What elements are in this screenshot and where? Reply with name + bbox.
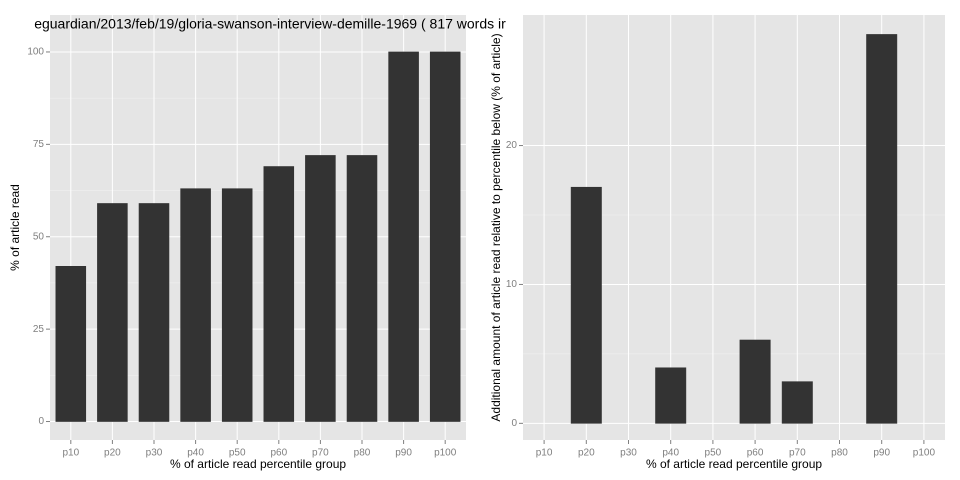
y-tick-label: 50 <box>33 231 45 242</box>
x-tick-label: p20 <box>104 448 121 459</box>
chart-title: eguardian/2013/feb/19/gloria-swanson-int… <box>34 16 506 32</box>
bar <box>346 155 378 422</box>
x-tick-label: p100 <box>913 448 936 459</box>
x-tick-label: p20 <box>578 448 595 459</box>
y-axis-title: % of article read <box>8 184 22 271</box>
x-tick-label: p30 <box>620 448 637 459</box>
x-tick-label: p10 <box>62 448 79 459</box>
y-tick-label: 10 <box>506 279 518 290</box>
x-tick-label: p40 <box>187 448 204 459</box>
y-tick-label: 75 <box>33 139 45 150</box>
bar <box>305 155 336 422</box>
x-tick-label: p80 <box>354 448 371 459</box>
y-tick-label: 20 <box>506 140 518 151</box>
bar <box>570 186 602 424</box>
y-tick-label: 25 <box>33 324 45 335</box>
bar <box>866 34 898 424</box>
x-tick-label: p60 <box>747 448 764 459</box>
bar <box>739 339 771 424</box>
x-axis-title: % of article read percentile group <box>646 457 822 471</box>
x-tick-label: p70 <box>789 448 806 459</box>
bar <box>221 188 253 422</box>
x-tick-label: p70 <box>312 448 329 459</box>
bar <box>388 51 419 422</box>
x-tick-label: p50 <box>229 448 246 459</box>
x-tick-label: p50 <box>705 448 722 459</box>
bar <box>180 188 211 422</box>
y-axis-title: Additional amount of article read relati… <box>489 33 503 421</box>
x-tick-label: p80 <box>831 448 848 459</box>
bar <box>429 51 461 422</box>
x-tick-label: p100 <box>434 448 457 459</box>
x-tick-label: p60 <box>270 448 287 459</box>
bar <box>655 367 687 424</box>
y-tick-label: 100 <box>27 47 44 58</box>
x-tick-label: p90 <box>395 448 412 459</box>
bar <box>781 381 813 424</box>
bar <box>97 203 128 422</box>
x-tick-label: p90 <box>873 448 890 459</box>
x-tick-label: p30 <box>146 448 163 459</box>
bar <box>263 166 295 422</box>
bar <box>55 266 87 422</box>
x-axis-title: % of article read percentile group <box>170 457 346 471</box>
y-tick-label: 0 <box>38 416 44 427</box>
x-tick-label: p10 <box>536 448 553 459</box>
y-tick-label: 0 <box>511 418 517 429</box>
x-tick-label: p40 <box>662 448 679 459</box>
bar <box>138 203 170 422</box>
